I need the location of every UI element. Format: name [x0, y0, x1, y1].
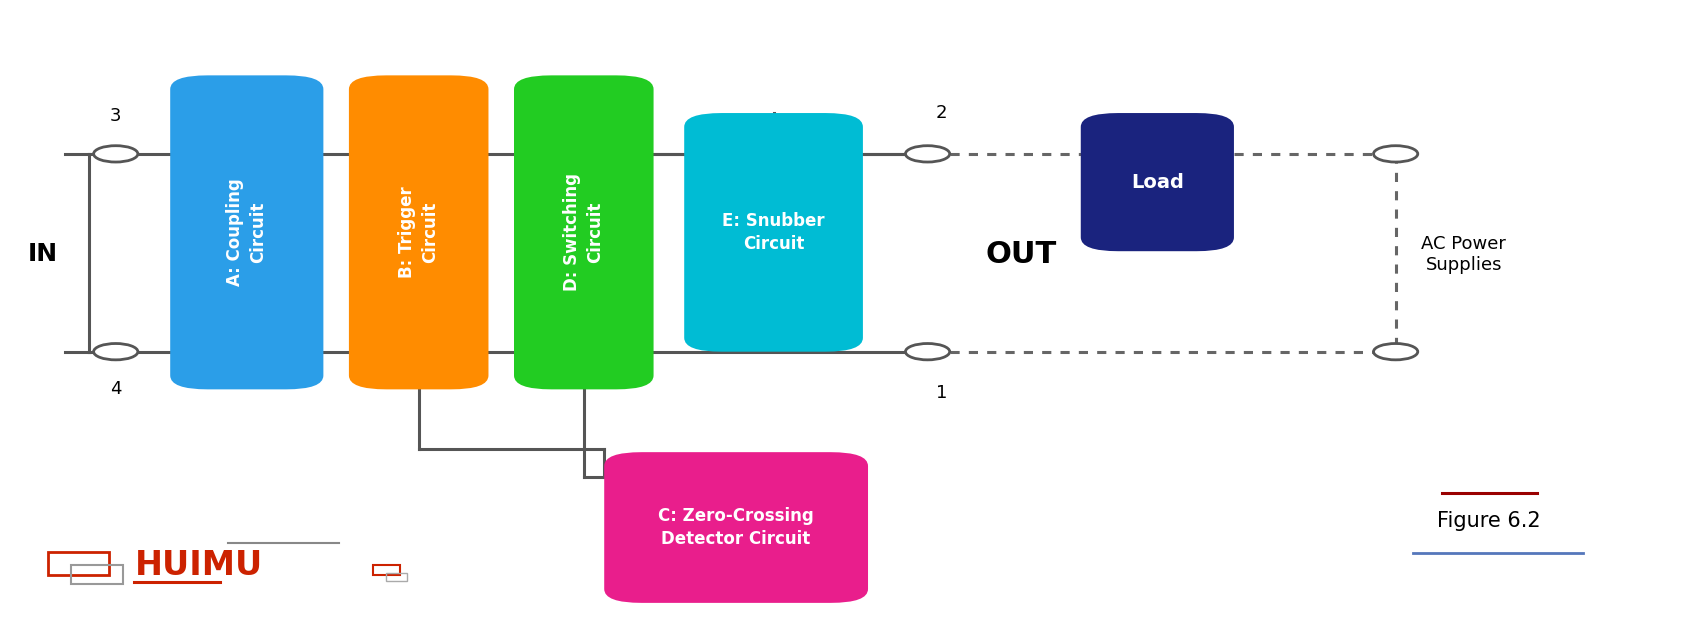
- Circle shape: [1374, 344, 1418, 360]
- Text: B: Trigger
Circuit: B: Trigger Circuit: [398, 187, 439, 278]
- Circle shape: [905, 146, 950, 162]
- Bar: [48, 552, 109, 575]
- FancyBboxPatch shape: [170, 75, 323, 389]
- Circle shape: [94, 146, 138, 162]
- Text: C: Zero-Crossing
Detector Circuit: C: Zero-Crossing Detector Circuit: [659, 507, 814, 548]
- Text: D: Switching
Circuit: D: Switching Circuit: [563, 173, 604, 291]
- Text: 3: 3: [111, 107, 121, 125]
- Bar: [373, 565, 400, 575]
- FancyBboxPatch shape: [514, 75, 654, 389]
- Bar: [386, 573, 407, 581]
- FancyBboxPatch shape: [684, 113, 863, 352]
- FancyBboxPatch shape: [349, 75, 488, 389]
- Text: IN: IN: [27, 242, 58, 266]
- Text: 2: 2: [936, 104, 946, 122]
- Text: Load: Load: [1130, 173, 1185, 192]
- Text: AC Power
Supplies: AC Power Supplies: [1421, 235, 1506, 274]
- Text: 4: 4: [111, 381, 121, 398]
- Text: 1: 1: [936, 384, 946, 401]
- Circle shape: [1374, 146, 1418, 162]
- Text: E: Snubber
Circuit: E: Snubber Circuit: [722, 212, 825, 253]
- Text: OUT: OUT: [985, 240, 1057, 269]
- Bar: [71, 565, 123, 584]
- Text: HUIMU: HUIMU: [134, 549, 262, 582]
- Text: A: Coupling
Circuit: A: Coupling Circuit: [226, 178, 267, 286]
- Circle shape: [905, 344, 950, 360]
- FancyBboxPatch shape: [604, 452, 868, 603]
- Circle shape: [94, 344, 138, 360]
- Text: Figure 6.2: Figure 6.2: [1438, 511, 1540, 531]
- FancyBboxPatch shape: [1081, 113, 1234, 251]
